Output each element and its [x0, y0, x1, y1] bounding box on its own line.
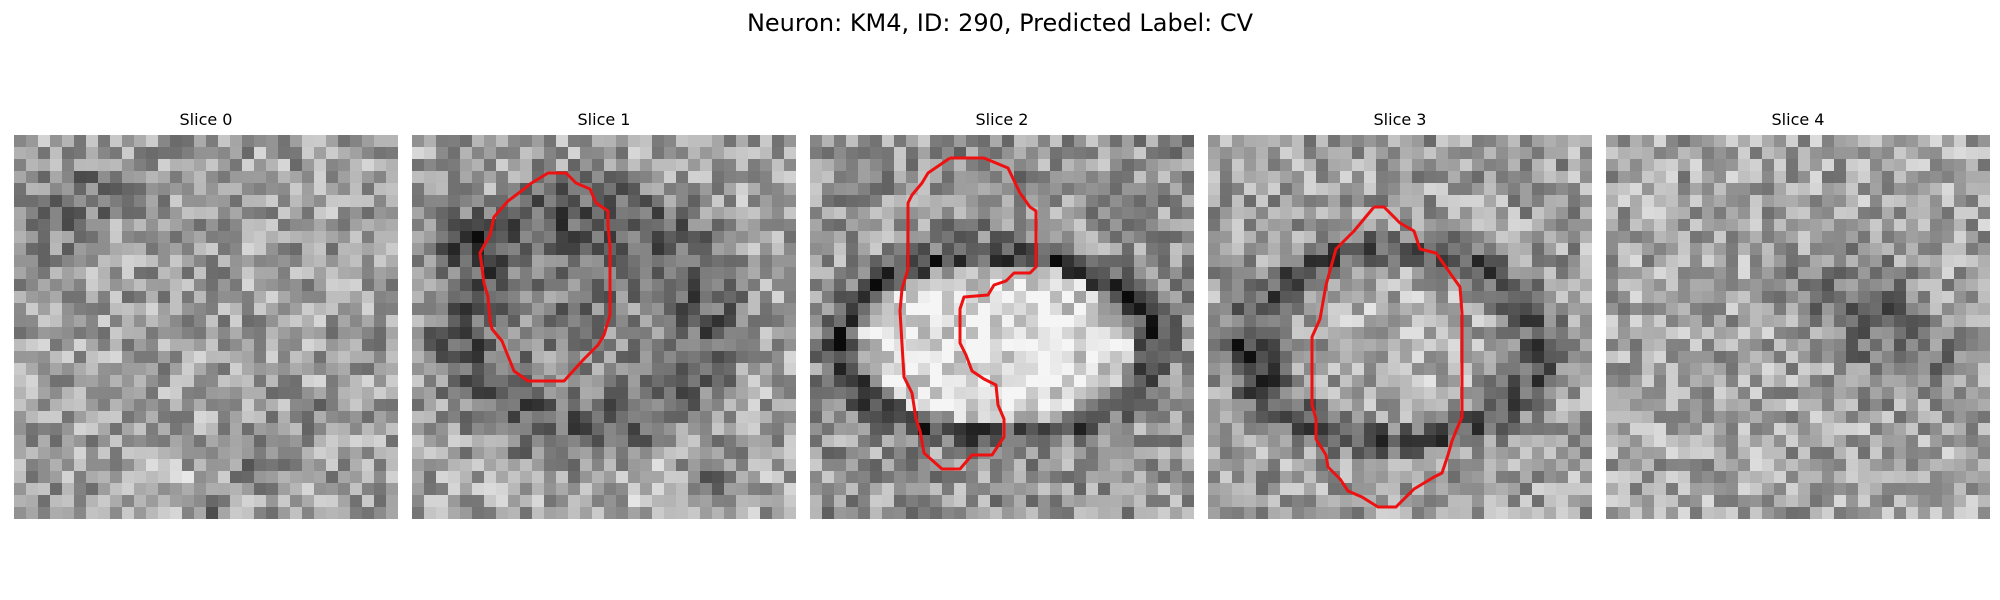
figure-title: Neuron: KM4, ID: 290, Predicted Label: C…: [746, 9, 1254, 37]
segmentation-contour: [1310, 205, 1464, 509]
slice-image-4: [1606, 135, 1990, 519]
slice-image-0: [14, 135, 398, 519]
segmentation-contour: [898, 156, 1038, 471]
slice-title: Slice 0: [179, 110, 233, 129]
slice-image-2: [810, 135, 1194, 519]
slice-title: Slice 3: [1373, 110, 1427, 129]
segmentation-contour: [478, 171, 612, 383]
slice-title: Slice 1: [577, 110, 631, 129]
slice-image-1: [412, 135, 796, 519]
slice-title: Slice 4: [1771, 110, 1825, 129]
slice-image-3: [1208, 135, 1592, 519]
slice-title: Slice 2: [975, 110, 1029, 129]
